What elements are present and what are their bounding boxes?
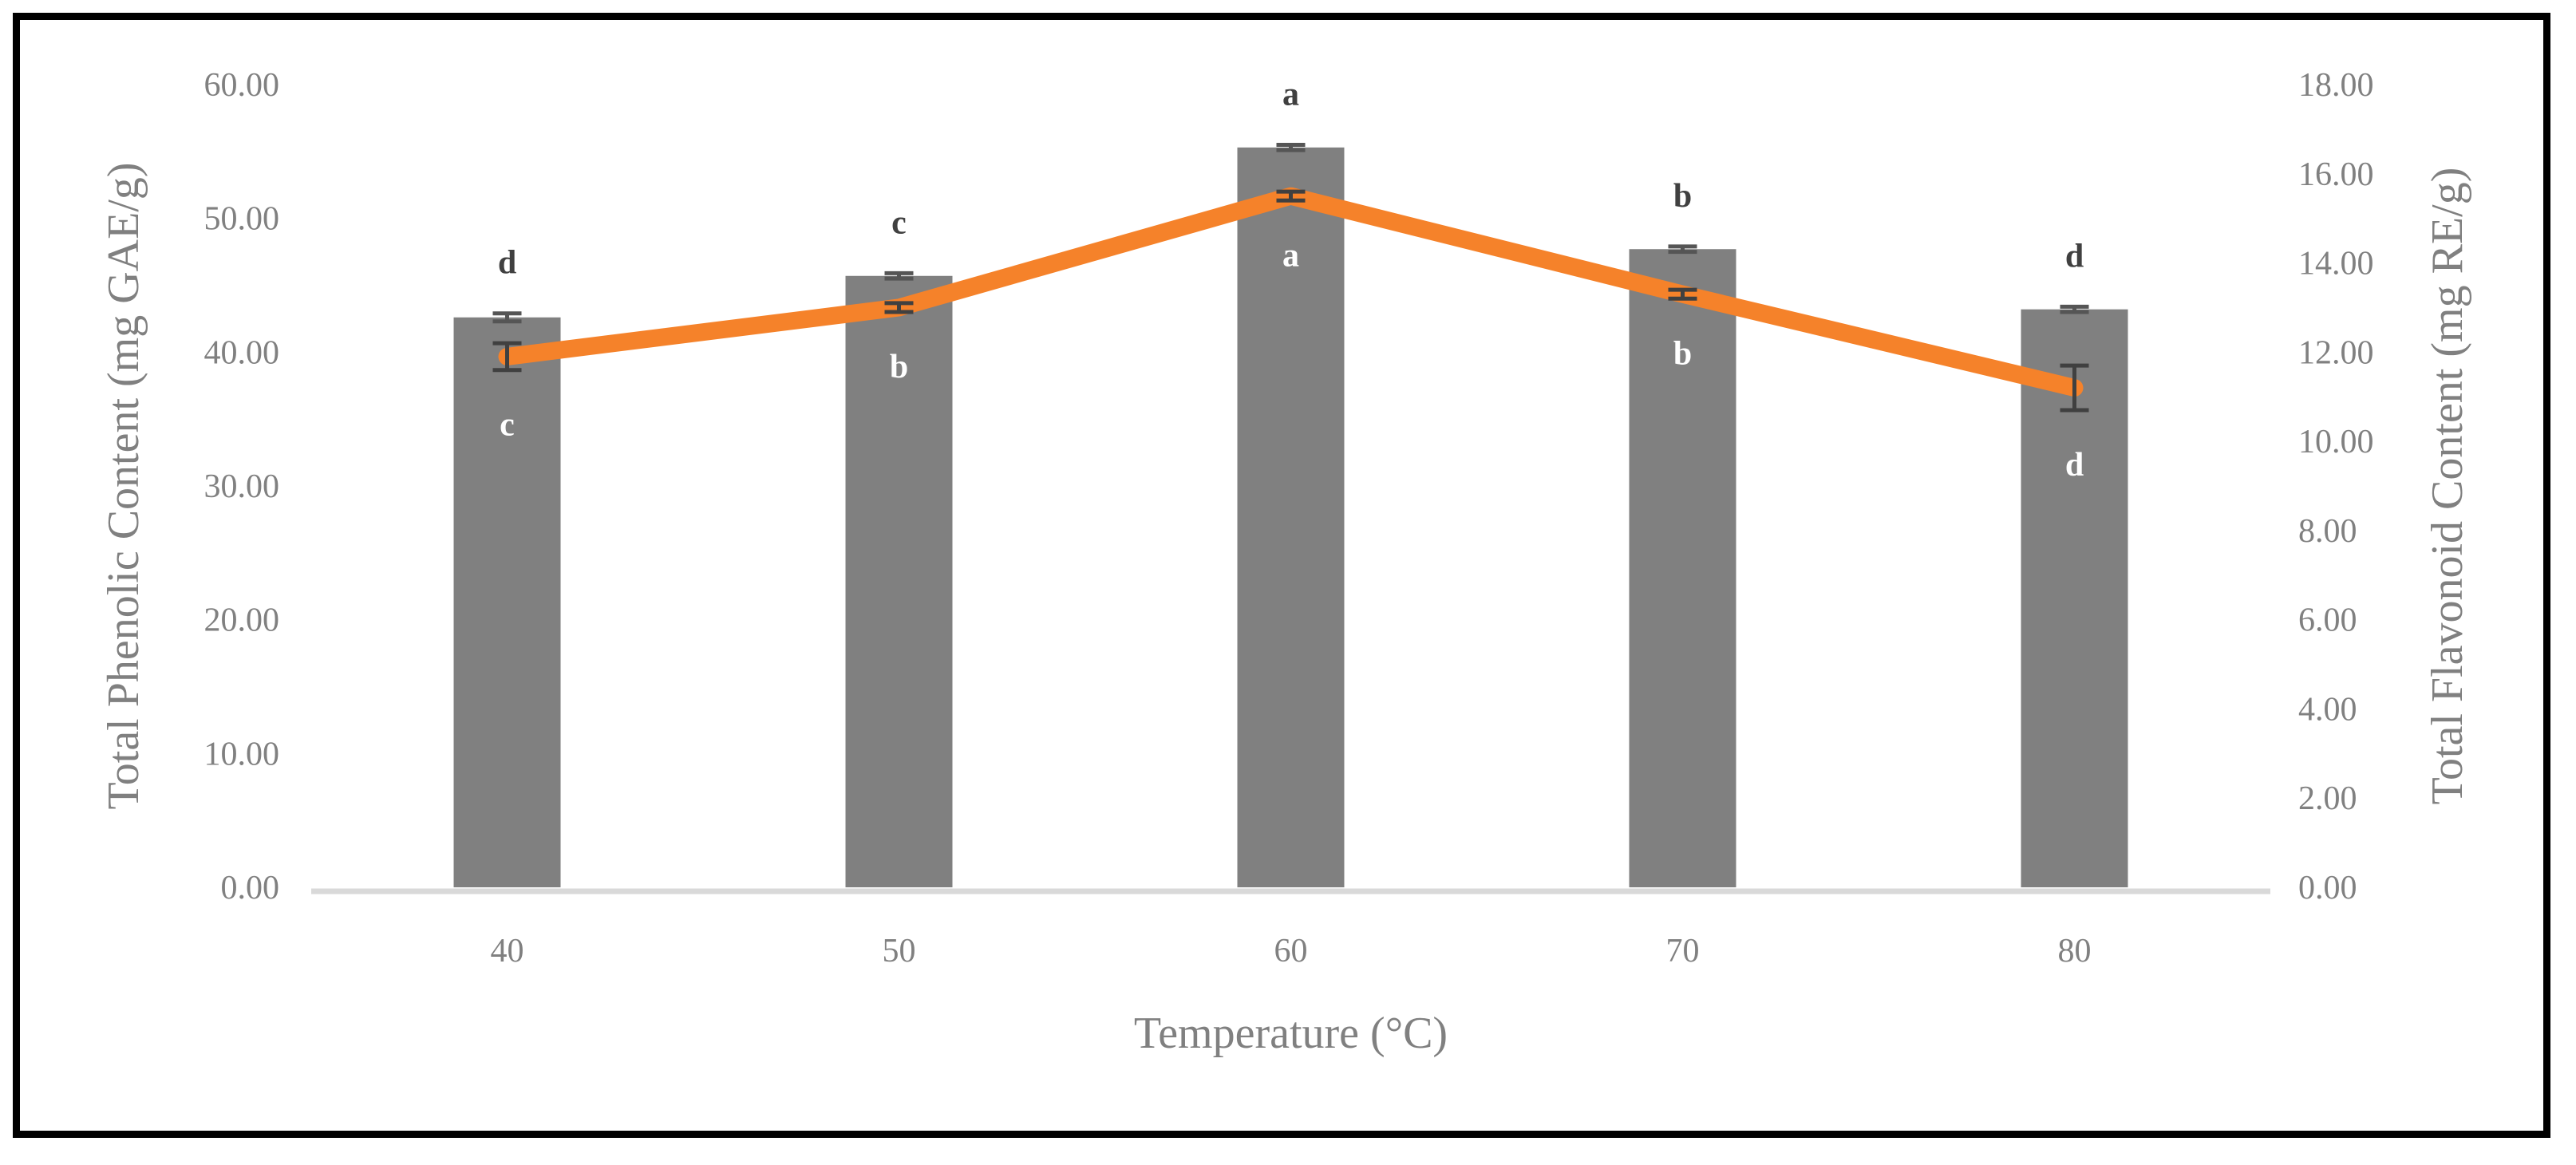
y-axis-title: Total Phenolic Content (mg GAE/g) [99, 162, 148, 809]
errorbar-phenolic-80 [2060, 304, 2089, 314]
figure-frame: d c a b d c b a b d 0.00 10.00 20.00 30.00 40.00 50.00… [13, 13, 2550, 1138]
sig-letter-phenolic-50: c [891, 204, 907, 241]
x-tick-label: 40 [491, 933, 524, 970]
bar-phenolic-40 [453, 317, 561, 887]
y2-tick-label: 8.00 [2298, 513, 2357, 550]
y2-tick-label: 6.00 [2298, 602, 2357, 639]
sig-letter-phenolic-70: b [1673, 178, 1692, 215]
y-tick-label: 30.00 [204, 468, 280, 505]
y2-tick-label: 4.00 [2298, 691, 2357, 728]
x-axis-title: Temperature (°C) [1134, 1009, 1448, 1058]
y2-tick-label: 0.00 [2298, 870, 2357, 906]
y2-tick-label: 16.00 [2298, 156, 2374, 193]
y-tick-label: 50.00 [204, 201, 280, 238]
y2-tick-label: 12.00 [2298, 334, 2374, 371]
y2-axis-title: Total Flavonoid Content (mg RE/g) [2423, 168, 2472, 805]
x-tick-label: 60 [1274, 933, 1308, 970]
sig-letter-flavonoid-60: a [1282, 237, 1299, 274]
x-tick-label: 80 [2058, 933, 2092, 970]
errorbar-phenolic-40 [492, 311, 522, 324]
flavonoid-errorbars-layer [492, 189, 2089, 413]
errorbar-phenolic-50 [884, 271, 914, 281]
sig-letter-phenolic-60: a [1282, 76, 1299, 113]
y2-tick-label: 10.00 [2298, 424, 2374, 460]
phenolic-errorbars-layer [492, 142, 2089, 324]
y-tick-label: 0.00 [221, 870, 280, 906]
errorbar-flavonoid-40 [492, 341, 522, 373]
errorbar-phenolic-60 [1276, 142, 1306, 152]
errorbar-phenolic-70 [1668, 244, 1697, 255]
y-tick-label: 10.00 [204, 736, 280, 772]
errorbar-flavonoid-60 [1276, 189, 1306, 203]
bars-layer [453, 147, 2128, 888]
y-tick-label: 60.00 [204, 67, 280, 104]
chart: d c a b d c b a b d 0.00 10.00 20.00 30.00 40.00 50.00… [99, 67, 2472, 1058]
bar-phenolic-60 [1237, 147, 1345, 887]
y-tick-label: 20.00 [204, 602, 280, 639]
sig-letter-phenolic-40: d [498, 245, 516, 282]
sig-letter-phenolic-80: d [2065, 238, 2084, 274]
y2-tick-label: 14.00 [2298, 246, 2374, 282]
y2-tick-label: 18.00 [2298, 67, 2374, 104]
errorbar-flavonoid-70 [1668, 287, 1697, 301]
sig-letter-flavonoid-40: c [500, 407, 515, 444]
errorbar-flavonoid-80 [2060, 363, 2089, 413]
sig-letter-flavonoid-80: d [2065, 447, 2084, 484]
bar-phenolic-70 [1629, 249, 1736, 888]
sig-letter-flavonoid-50: b [890, 349, 908, 385]
y-tick-label: 40.00 [204, 334, 280, 371]
bar-phenolic-50 [845, 275, 953, 888]
labels-layer: d c a b d c b a b d [498, 76, 2084, 484]
sig-letter-flavonoid-70: b [1673, 335, 1692, 372]
x-tick-label: 70 [1666, 933, 1700, 970]
ticks-layer: 0.00 10.00 20.00 30.00 40.00 50.00 60.00 0.00 2.… [204, 67, 2374, 970]
x-tick-label: 50 [883, 933, 916, 970]
y2-tick-label: 2.00 [2298, 780, 2357, 817]
errorbar-flavonoid-50 [884, 301, 914, 314]
